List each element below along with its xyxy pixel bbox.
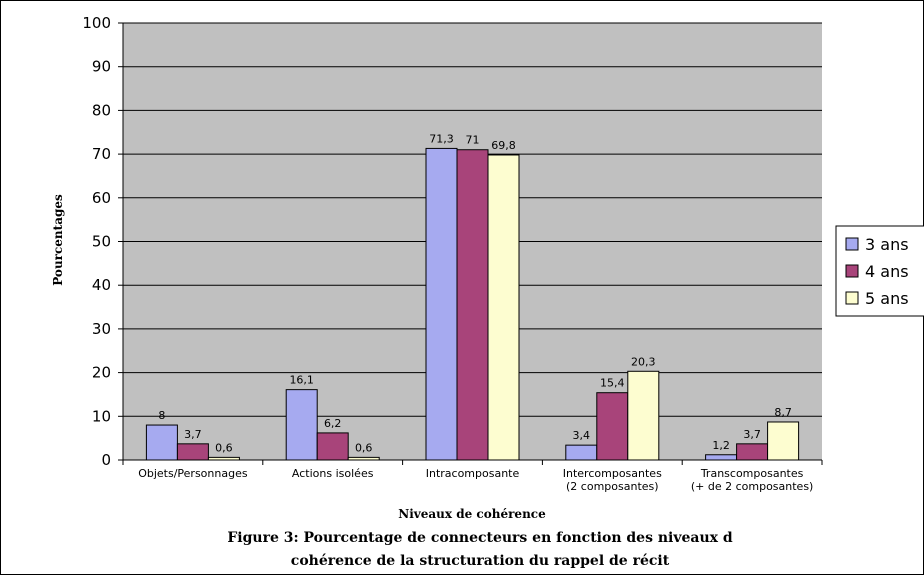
bar-value-label: 71,3 — [429, 132, 454, 145]
bar-value-label: 16,1 — [289, 374, 314, 387]
x-tick-label: Intercomposantes — [563, 467, 662, 480]
bar — [456, 149, 489, 461]
bar-value-label: 20,3 — [631, 355, 656, 368]
x-axis-title: Niveaux de cohérence — [398, 507, 546, 521]
bar-value-label: 3,7 — [743, 428, 761, 441]
y-tick-label: 40 — [92, 276, 111, 294]
y-tick-label: 70 — [92, 145, 111, 163]
bar-value-label: 1,2 — [712, 439, 730, 452]
bar — [425, 147, 458, 461]
bar — [176, 443, 209, 461]
y-tick-label: 60 — [92, 189, 111, 207]
y-tick-label: 30 — [92, 320, 111, 338]
caption-line-1: Figure 3: Pourcentage de connecteurs en … — [227, 530, 732, 546]
bar — [627, 370, 660, 461]
y-tick-label: 10 — [92, 407, 111, 425]
y-tick-label: 0 — [101, 451, 111, 469]
x-tick-label: (+ de 2 composantes) — [691, 480, 814, 493]
bar-value-label: 0,6 — [215, 441, 233, 454]
bar-value-label: 69,8 — [491, 139, 516, 152]
x-tick-label: Transcomposantes — [700, 467, 804, 480]
bar-value-label: 0,6 — [355, 441, 373, 454]
bar — [316, 432, 349, 461]
bar — [145, 424, 178, 461]
x-tick-label: Objets/Personnages — [138, 467, 248, 480]
x-tick-label: Actions isolées — [292, 467, 374, 480]
legend-swatch — [845, 237, 859, 251]
bar — [596, 392, 629, 461]
bar — [736, 443, 769, 461]
bar-value-label: 3,7 — [184, 428, 202, 441]
bar-value-label: 15,4 — [600, 377, 625, 390]
bar — [565, 444, 598, 461]
x-tick-label: (2 composantes) — [566, 480, 659, 493]
bar — [347, 456, 380, 461]
legend-label: 4 ans — [865, 262, 909, 281]
caption-line-2: cohérence de la structuration du rappel … — [291, 553, 670, 569]
bar — [207, 456, 240, 461]
y-tick-label: 100 — [82, 14, 111, 32]
y-tick-label: 50 — [92, 233, 111, 251]
bar — [487, 154, 520, 461]
y-axis-title: Pourcentages — [51, 194, 65, 286]
y-tick-label: 20 — [92, 364, 111, 382]
bar — [705, 454, 738, 461]
x-tick-label: Intracomposante — [426, 467, 520, 480]
legend-label: 5 ans — [865, 289, 909, 308]
bar — [285, 389, 318, 461]
bar-value-label: 71 — [466, 134, 480, 147]
legend-swatch — [845, 264, 859, 278]
data-labels: 8 3,7 0,6 16,1 6,2 0,6 71,3 71 69,8 3,4 15,4 20,3 1,… — [158, 132, 791, 454]
bar-value-label: 8 — [158, 409, 165, 422]
legend-swatch — [845, 291, 859, 305]
y-tick-label: 80 — [92, 101, 111, 119]
bar-value-label: 8,7 — [774, 406, 792, 419]
bar-value-label: 6,2 — [324, 417, 342, 430]
y-tick-label: 90 — [92, 58, 111, 76]
legend-label: 3 ans — [865, 235, 909, 254]
bar-value-label: 3,4 — [573, 429, 591, 442]
bars — [145, 147, 800, 461]
legend: 3 ans 4 ans 5 ans — [835, 225, 924, 317]
bar — [767, 421, 800, 461]
